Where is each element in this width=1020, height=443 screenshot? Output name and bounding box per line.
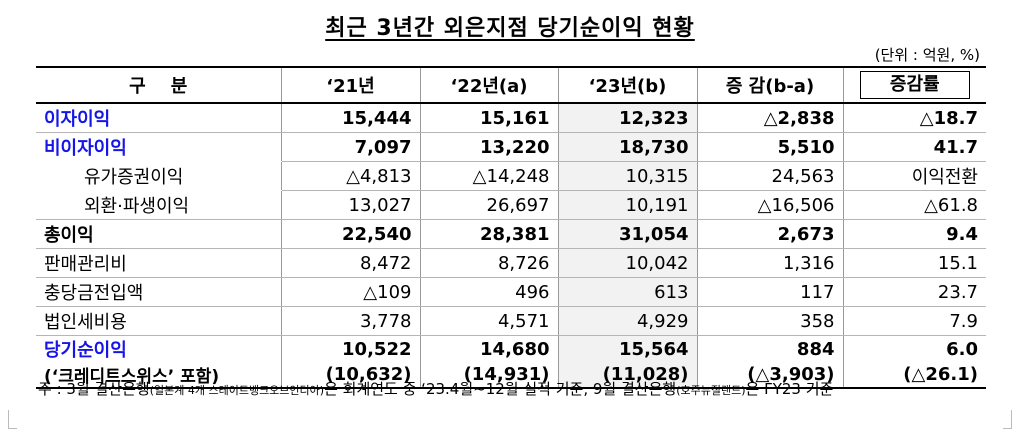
cell: △14,248 — [419, 161, 558, 191]
cell: 18,730 — [557, 132, 697, 162]
cell: 24,563 — [696, 161, 843, 191]
row-label: (‘크레디트스위스’ 포함) — [36, 362, 281, 389]
table-row: 법인세비용 3,778 4,571 4,929 358 7.9 — [36, 306, 986, 336]
cell: 10,191 — [557, 190, 697, 220]
table-row: 이자이익 15,444 15,161 12,323 △2,838 △18.7 — [36, 103, 986, 133]
row-label: 유가증권이익 — [36, 161, 281, 191]
col-header-2022: ‘22년(a) — [419, 66, 558, 104]
table-row: (‘크레디트스위스’ 포함) (10,632) (14,931) (11,028… — [36, 362, 986, 389]
cell: △16,506 — [696, 190, 843, 220]
col-header-2021: ‘21년 — [280, 66, 420, 104]
cell: 15.1 — [842, 248, 986, 278]
cell: 23.7 — [842, 277, 986, 307]
cell: 4,571 — [419, 306, 558, 336]
footnote-suffix: 은 FY23 기준 — [745, 380, 834, 398]
page-title: 최근 3년간 외은지점 당기순이익 현황 — [325, 16, 695, 41]
table-row: 판매관리비 8,472 8,726 10,042 1,316 15.1 — [36, 248, 986, 278]
row-label: 충당금전입액 — [36, 277, 281, 307]
row-label: 총이익 — [36, 219, 281, 249]
col-header-category: 구 분 — [36, 66, 281, 104]
cell: 26,697 — [419, 190, 558, 220]
cell: 15,564 — [557, 335, 697, 362]
footnote-mid: 은 회계연도 중 ‘23.4월~12월 실적 기준, 9월 결산은행 — [324, 380, 677, 398]
footnote-prefix: 주 : 3월 결산은행 — [38, 380, 150, 398]
cell: 10,522 — [280, 335, 420, 362]
table-row: 당기순이익 10,522 14,680 15,564 884 6.0 — [36, 335, 986, 362]
table-row: 총이익 22,540 28,381 31,054 2,673 9.4 — [36, 219, 986, 249]
cell: 15,161 — [419, 103, 558, 133]
cell: 13,027 — [280, 190, 420, 220]
row-label: 법인세비용 — [36, 306, 281, 336]
cell: (10,632) — [280, 362, 420, 389]
cell: 4,929 — [557, 306, 697, 336]
table-row: 유가증권이익 △4,813 △14,248 10,315 24,563 이익전환 — [36, 161, 986, 191]
unit-label: (단위 : 억원, %) — [874, 46, 980, 64]
col-header-2023: ‘23년(b) — [557, 66, 697, 104]
cell: 28,381 — [419, 219, 558, 249]
cell: 15,444 — [280, 103, 420, 133]
cell: 10,315 — [557, 161, 697, 191]
cell: 10,042 — [557, 248, 697, 278]
cell: △2,838 — [696, 103, 843, 133]
cell: 117 — [696, 277, 843, 307]
cell: 1,316 — [696, 248, 843, 278]
cell: (11,028) — [557, 362, 697, 389]
cell: 22,540 — [280, 219, 420, 249]
cell: 7.9 — [842, 306, 986, 336]
cell: 이익전환 — [842, 161, 986, 191]
cell: 358 — [696, 306, 843, 336]
table-row: 외환·파생이익 13,027 26,697 10,191 △16,506 △61… — [36, 190, 986, 220]
footnote: 주 : 3월 결산은행(일본계 4개 스테이트뱅크오브인디아)은 회계연도 중 … — [38, 378, 833, 399]
col-header-rate: 증감률 — [842, 66, 986, 104]
footnote-small-1: (일본계 4개 스테이트뱅크오브인디아) — [149, 384, 325, 397]
table-header-row: 구 분 ‘21년 ‘22년(a) ‘23년(b) 증 감(b-a) 증감률 — [36, 66, 986, 104]
cell: 13,220 — [419, 132, 558, 162]
cell: 496 — [419, 277, 558, 307]
cell: 12,323 — [557, 103, 697, 133]
page-corner-mark — [1003, 410, 1012, 429]
cell: △109 — [280, 277, 420, 307]
cell: △4,813 — [280, 161, 420, 191]
cell: 5,510 — [696, 132, 843, 162]
cell: △61.8 — [842, 190, 986, 220]
profit-table: 구 분 ‘21년 ‘22년(a) ‘23년(b) 증 감(b-a) 증감률 이자… — [36, 66, 986, 389]
cell: 9.4 — [842, 219, 986, 249]
col-header-change: 증 감(b-a) — [696, 66, 843, 104]
table-row: 비이자이익 7,097 13,220 18,730 5,510 41.7 — [36, 132, 986, 162]
cell: 8,726 — [419, 248, 558, 278]
cell: 2,673 — [696, 219, 843, 249]
cell: 6.0 — [842, 335, 986, 362]
page-corner-mark — [8, 410, 17, 429]
cell: 14,680 — [419, 335, 558, 362]
cell: 884 — [696, 335, 843, 362]
row-label: 비이자이익 — [36, 132, 281, 162]
row-label: 판매관리비 — [36, 248, 281, 278]
cell: (△3,903) — [696, 362, 843, 389]
cell: 3,778 — [280, 306, 420, 336]
table-row: 충당금전입액 △109 496 613 117 23.7 — [36, 277, 986, 307]
row-label: 이자이익 — [36, 103, 281, 133]
cell: △18.7 — [842, 103, 986, 133]
cell: 7,097 — [280, 132, 420, 162]
cell: 613 — [557, 277, 697, 307]
cell: 8,472 — [280, 248, 420, 278]
cell: (△26.1) — [842, 362, 986, 389]
row-label: 외환·파생이익 — [36, 190, 281, 220]
cell: 31,054 — [557, 219, 697, 249]
cell: 41.7 — [842, 132, 986, 162]
footnote-small-2: (호주뉴질랜드) — [676, 384, 746, 397]
row-label: 당기순이익 — [44, 340, 127, 361]
cell: (14,931) — [419, 362, 558, 389]
